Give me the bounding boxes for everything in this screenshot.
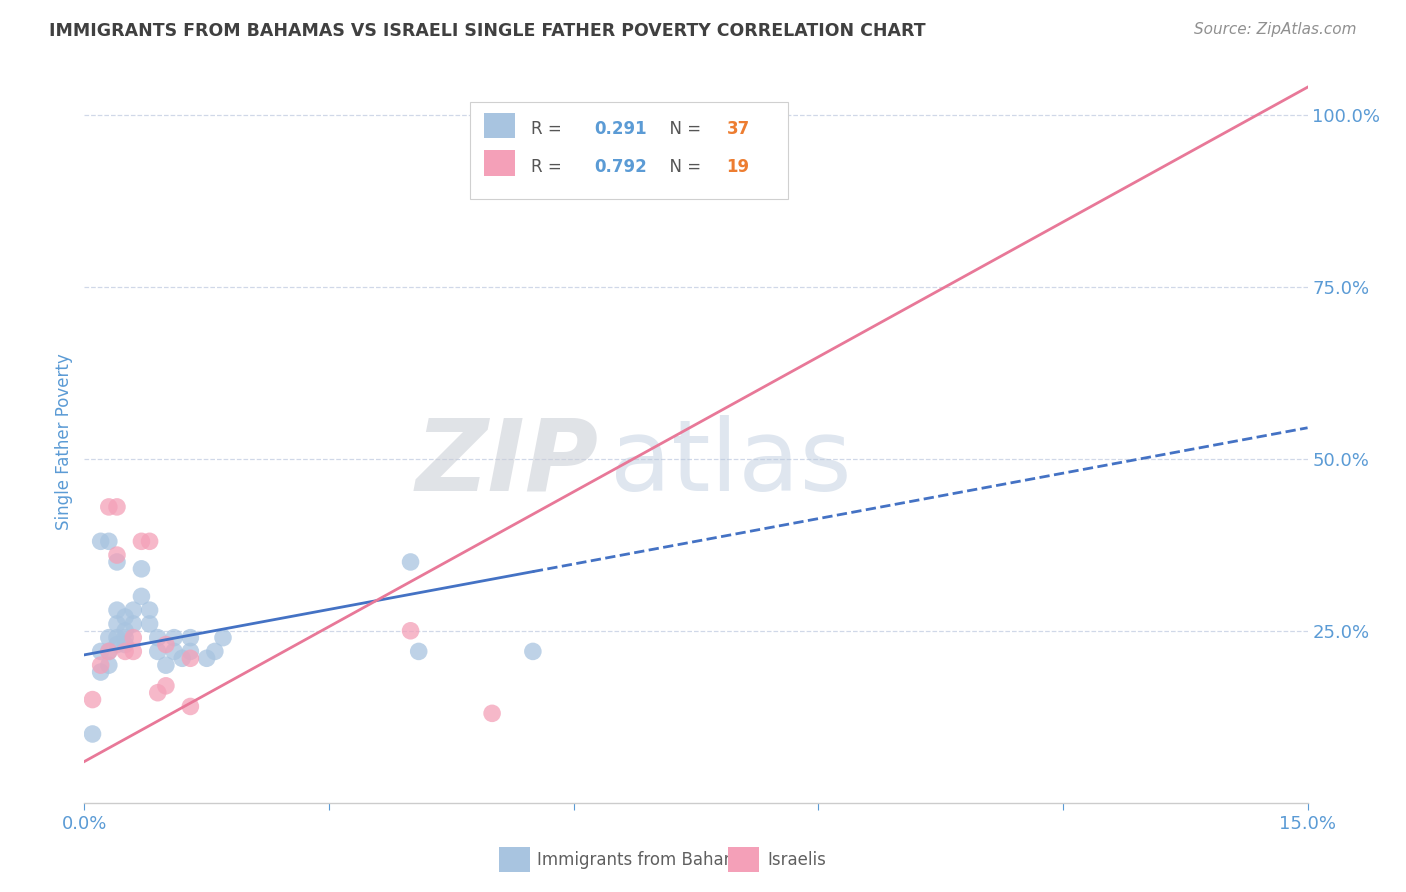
Text: R =: R = <box>531 120 567 138</box>
FancyBboxPatch shape <box>484 151 515 176</box>
Point <box>122 631 145 645</box>
Point <box>90 658 112 673</box>
Point <box>90 534 112 549</box>
Point <box>97 644 120 658</box>
Text: N =: N = <box>659 158 707 176</box>
Point <box>481 706 503 721</box>
Point <box>204 644 226 658</box>
Point <box>114 610 136 624</box>
Point <box>146 686 169 700</box>
Text: N =: N = <box>659 120 707 138</box>
Text: 0.291: 0.291 <box>595 120 647 138</box>
Point <box>105 631 128 645</box>
Point <box>122 616 145 631</box>
Point <box>179 699 201 714</box>
Point <box>131 562 153 576</box>
Point <box>105 638 128 652</box>
Text: Immigrants from Bahamas: Immigrants from Bahamas <box>537 851 759 869</box>
Point <box>146 631 169 645</box>
Point <box>97 534 120 549</box>
Point <box>97 658 120 673</box>
Point <box>90 665 112 679</box>
Point <box>131 534 153 549</box>
Point <box>97 644 120 658</box>
Point <box>163 631 186 645</box>
Point <box>114 638 136 652</box>
Text: IMMIGRANTS FROM BAHAMAS VS ISRAELI SINGLE FATHER POVERTY CORRELATION CHART: IMMIGRANTS FROM BAHAMAS VS ISRAELI SINGL… <box>49 22 925 40</box>
FancyBboxPatch shape <box>470 102 787 200</box>
Point <box>172 651 194 665</box>
Point <box>90 644 112 658</box>
Y-axis label: Single Father Poverty: Single Father Poverty <box>55 353 73 530</box>
Point <box>138 534 160 549</box>
Point <box>179 651 201 665</box>
Point <box>82 727 104 741</box>
Point <box>212 631 235 645</box>
Point <box>114 644 136 658</box>
Point <box>155 679 177 693</box>
Point <box>179 644 201 658</box>
Point <box>408 644 430 658</box>
Text: Source: ZipAtlas.com: Source: ZipAtlas.com <box>1194 22 1357 37</box>
Point <box>138 603 160 617</box>
Point <box>122 603 145 617</box>
Point <box>114 631 136 645</box>
Text: ZIP: ZIP <box>415 415 598 512</box>
Text: Israelis: Israelis <box>768 851 827 869</box>
Text: 19: 19 <box>727 158 749 176</box>
Point <box>97 500 120 514</box>
Point <box>179 631 201 645</box>
Point <box>114 624 136 638</box>
Point <box>155 638 177 652</box>
Point <box>522 644 544 658</box>
Point <box>399 624 422 638</box>
Point <box>195 651 218 665</box>
Point <box>131 590 153 604</box>
Point <box>105 500 128 514</box>
Point <box>105 555 128 569</box>
Point <box>155 658 177 673</box>
Point <box>163 644 186 658</box>
Point <box>399 555 422 569</box>
Point <box>138 616 160 631</box>
FancyBboxPatch shape <box>484 112 515 138</box>
Point <box>97 631 120 645</box>
Text: 37: 37 <box>727 120 749 138</box>
Text: R =: R = <box>531 158 567 176</box>
Text: 0.792: 0.792 <box>595 158 647 176</box>
Point <box>685 108 707 122</box>
Point <box>105 548 128 562</box>
Point <box>105 603 128 617</box>
Point <box>82 692 104 706</box>
Text: atlas: atlas <box>610 415 852 512</box>
Point <box>122 644 145 658</box>
Point <box>105 616 128 631</box>
Point <box>146 644 169 658</box>
